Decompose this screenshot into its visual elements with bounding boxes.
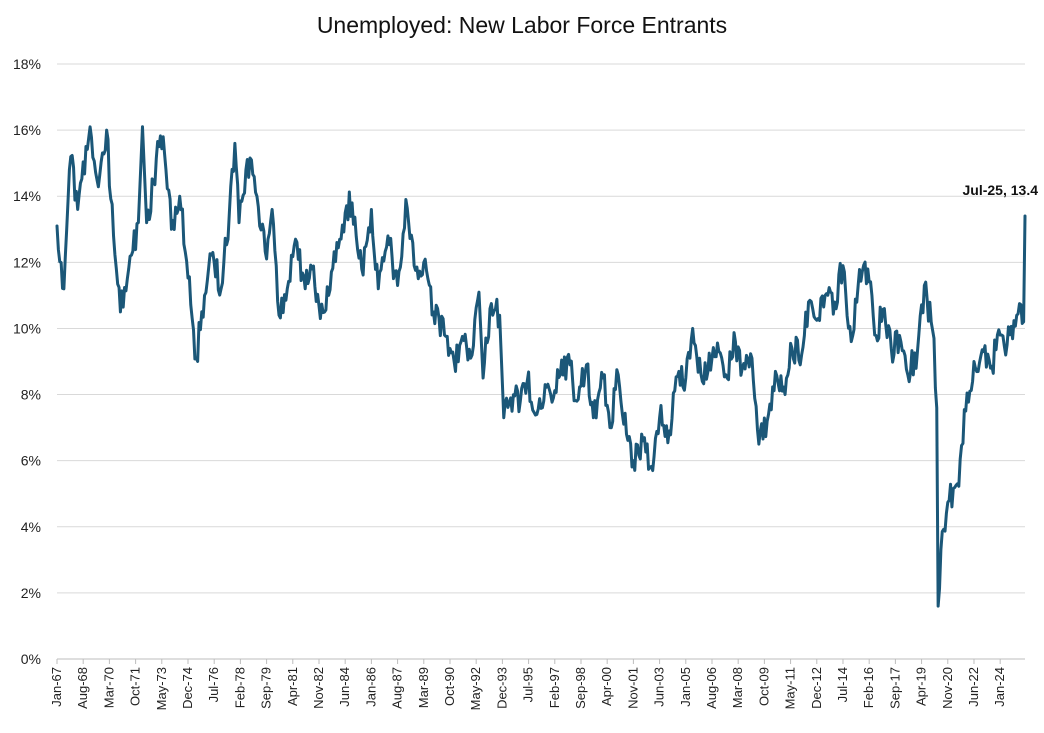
x-tick-label: Dec-12: [809, 667, 824, 709]
x-tick-label: Oct-71: [128, 667, 143, 706]
x-tick-label: Oct-09: [756, 667, 771, 706]
x-tick-label: Aug-68: [75, 667, 90, 709]
x-tick-label: Sep-17: [887, 667, 902, 709]
x-tick-label: May-11: [783, 667, 798, 709]
y-tick-label: 2%: [21, 585, 41, 601]
x-tick-label: Mar-89: [416, 667, 431, 708]
x-tick-label: Jun-22: [966, 667, 981, 707]
gridlines: [57, 63, 1025, 660]
y-tick-label: 8%: [21, 387, 41, 403]
y-axis-ticks: 0% 2% 4% 6% 8% 10% 12% 14% 16% 18%: [13, 56, 41, 667]
x-tick-label: Aug-87: [390, 667, 405, 709]
x-tick-label: Nov-01: [625, 667, 640, 709]
x-tick-label: Mar-70: [101, 667, 116, 708]
chart-title: Unemployed: New Labor Force Entrants: [316, 12, 728, 38]
x-tick-label: Feb-16: [861, 667, 876, 708]
x-tick-label: Jan-05: [678, 667, 693, 707]
x-tick-label: Dec-93: [494, 667, 509, 709]
x-tick-label: Nov-20: [940, 667, 955, 709]
x-tick-label: Jan-67: [49, 667, 64, 707]
x-tick-label: May-73: [154, 667, 169, 710]
series-layer: [55, 125, 1027, 608]
x-tick-label: Sep-79: [259, 667, 274, 709]
y-tick-label: 14%: [13, 188, 41, 204]
x-tick-label: Apr-00: [599, 667, 614, 706]
x-tick-label: May-92: [468, 667, 483, 710]
x-tick-label: Dec-74: [180, 667, 195, 709]
y-tick-label: 10%: [13, 320, 41, 336]
x-tick-label: Aug-06: [704, 667, 719, 709]
x-tick-label: Jun-84: [337, 667, 352, 707]
y-tick-label: 16%: [13, 122, 41, 138]
y-tick-label: 0%: [21, 651, 41, 667]
y-tick-label: 6%: [21, 453, 41, 469]
x-tick-label: Apr-19: [914, 667, 929, 706]
last-value-annotation: Jul-25, 13.4: [963, 182, 1039, 198]
x-tick-label: Jan-24: [992, 667, 1007, 707]
x-tick-label: Sep-98: [573, 667, 588, 709]
x-tick-label: Feb-97: [547, 667, 562, 708]
y-tick-label: 18%: [13, 56, 41, 72]
x-tick-label: Jun-03: [652, 667, 667, 707]
x-tick-label: Mar-08: [730, 667, 745, 708]
x-tick-label: Jul-14: [835, 667, 850, 702]
y-tick-label: 12%: [13, 254, 41, 270]
series-line: [55, 125, 1027, 608]
x-tick-label: Apr-81: [285, 667, 300, 706]
y-tick-label: 4%: [21, 519, 41, 535]
x-axis-ticks: Jan-67 Aug-68 Mar-70 Oct-71 May-73 Dec-74 Jul-…: [49, 659, 1007, 710]
x-tick-label: Feb-78: [232, 667, 247, 708]
x-tick-label: Jul-95: [521, 667, 536, 702]
x-tick-label: Oct-90: [442, 667, 457, 706]
x-tick-label: Nov-82: [311, 667, 326, 709]
x-tick-label: Jul-76: [206, 667, 221, 702]
x-tick-label: Jan-86: [363, 667, 378, 707]
